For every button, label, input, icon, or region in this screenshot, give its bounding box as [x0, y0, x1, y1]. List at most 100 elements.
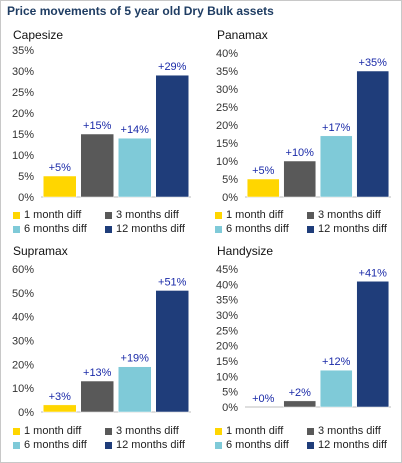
panamax-y-tick-label: 10% [216, 156, 238, 168]
capesize-bar-3 [118, 137, 152, 198]
handysize-bar-3 [319, 369, 353, 408]
handysize-legend: 1 month diff 3 months diff 6 months diff 12… [215, 425, 402, 451]
legend-item: 12 months diff [105, 223, 201, 235]
capesize-y-tick-label: 30% [12, 66, 34, 78]
handysize-bar-4 [356, 281, 390, 408]
legend-swatch [105, 427, 112, 435]
legend-swatch [13, 441, 20, 449]
legend-item: 12 months diff [307, 439, 402, 451]
capesize-y-tick-label: 15% [12, 129, 34, 141]
supramax-y-tick-label: 50% [12, 288, 34, 300]
handysize-y-tick-label: 25% [216, 325, 238, 337]
capesize-bar-2 [80, 133, 114, 198]
handysize-data-label-1: +0% [252, 393, 275, 405]
handysize-bar-2 [283, 400, 317, 408]
capesize-y-tick-label: 5% [18, 171, 34, 183]
handysize-data-label-4: +41% [359, 267, 388, 279]
legend-swatch [307, 211, 314, 219]
legend-item: 6 months diff [13, 223, 105, 235]
legend-label: 3 months diff [116, 209, 179, 221]
capesize-y-tick-label: 10% [12, 150, 34, 162]
legend-label: 12 months diff [318, 439, 387, 451]
panamax-y-tick-label: 25% [216, 102, 238, 114]
handysize-data-label-2: +2% [289, 387, 312, 399]
panamax-y-tick-label: 15% [216, 138, 238, 150]
supramax-data-label-2: +13% [83, 367, 112, 379]
handysize-y-tick-label: 20% [216, 341, 238, 353]
supramax-data-label-3: +19% [121, 353, 150, 365]
panamax-bar-4 [356, 70, 390, 198]
supramax-chart: Supramax 0% 10% 20% 30% 40% 50% 60% +3% +13% +19% +… [12, 244, 191, 419]
legend-label: 1 month diff [226, 209, 284, 221]
legend-swatch [13, 225, 20, 233]
legend-swatch [307, 427, 314, 435]
panamax-bar-3 [319, 135, 353, 198]
legend-item: 12 months diff [105, 439, 201, 451]
panamax-bar-2 [283, 160, 317, 198]
panamax-y-tick-label: 0% [222, 192, 238, 204]
legend-swatch [215, 441, 222, 449]
capesize-chart-title: Capesize [13, 28, 63, 42]
supramax-chart-title: Supramax [13, 244, 68, 258]
capesize-data-label-2: +15% [83, 120, 112, 132]
legend-swatch [105, 225, 112, 233]
legend-label: 1 month diff [226, 425, 284, 437]
handysize-y-tick-label: 15% [216, 356, 238, 368]
legend-item: 6 months diff [215, 439, 307, 451]
supramax-y-tick-label: 10% [12, 383, 34, 395]
handysize-y-tick-label: 5% [222, 387, 238, 399]
legend-item: 12 months diff [307, 223, 402, 235]
supramax-y-tick-label: 40% [12, 312, 34, 324]
supramax-bar-3 [118, 366, 152, 413]
capesize-y-tick-label: 0% [18, 192, 34, 204]
legend-label: 3 months diff [318, 209, 381, 221]
legend-label: 12 months diff [116, 439, 185, 451]
legend-swatch [105, 211, 112, 219]
legend-label: 12 months diff [116, 223, 185, 235]
legend-item: 1 month diff [13, 209, 105, 221]
legend-item: 6 months diff [215, 223, 307, 235]
legend-item: 1 month diff [215, 425, 307, 437]
supramax-y-tick-label: 20% [12, 359, 34, 371]
capesize-data-label-1: +5% [49, 162, 72, 174]
legend-item: 1 month diff [13, 425, 105, 437]
supramax-legend: 1 month diff 3 months diff 6 months diff 12… [13, 425, 201, 451]
legend-swatch [13, 211, 20, 219]
legend-label: 6 months diff [226, 223, 289, 235]
capesize-y-tick-label: 35% [12, 45, 34, 57]
handysize-chart-title: Handysize [217, 244, 273, 258]
panamax-y-tick-label: 35% [216, 66, 238, 78]
legend-item: 6 months diff [13, 439, 105, 451]
legend-swatch [215, 211, 222, 219]
capesize-bar-1 [43, 175, 77, 198]
legend-label: 6 months diff [226, 439, 289, 451]
legend-label: 1 month diff [24, 209, 82, 221]
handysize-y-tick-label: 30% [216, 310, 238, 322]
panamax-legend: 1 month diff 3 months diff 6 months diff 12… [215, 209, 402, 235]
supramax-bar-2 [80, 380, 114, 413]
handysize-y-tick-label: 0% [222, 402, 238, 414]
legend-swatch [105, 441, 112, 449]
supramax-y-tick-label: 0% [18, 407, 34, 419]
legend-item: 3 months diff [105, 425, 201, 437]
panamax-y-tick-label: 20% [216, 120, 238, 132]
panamax-data-label-2: +10% [286, 147, 315, 159]
supramax-y-tick-label: 60% [12, 264, 34, 276]
legend-swatch [13, 427, 20, 435]
legend-label: 12 months diff [318, 223, 387, 235]
supramax-data-label-1: +3% [49, 391, 72, 403]
capesize-y-tick-label: 20% [12, 108, 34, 120]
legend-swatch [307, 441, 314, 449]
legend-label: 1 month diff [24, 425, 82, 437]
panamax-bar-1 [246, 178, 280, 198]
supramax-y-tick-label: 30% [12, 336, 34, 348]
panamax-data-label-1: +5% [252, 165, 275, 177]
legend-swatch [307, 225, 314, 233]
panamax-chart-title: Panamax [217, 28, 268, 42]
capesize-y-tick-label: 25% [12, 87, 34, 99]
capesize-bar-4 [155, 74, 189, 198]
panamax-y-tick-label: 40% [216, 48, 238, 60]
legend-item: 3 months diff [105, 209, 201, 221]
capesize-legend: 1 month diff 3 months diff 6 months diff 12… [13, 209, 201, 235]
